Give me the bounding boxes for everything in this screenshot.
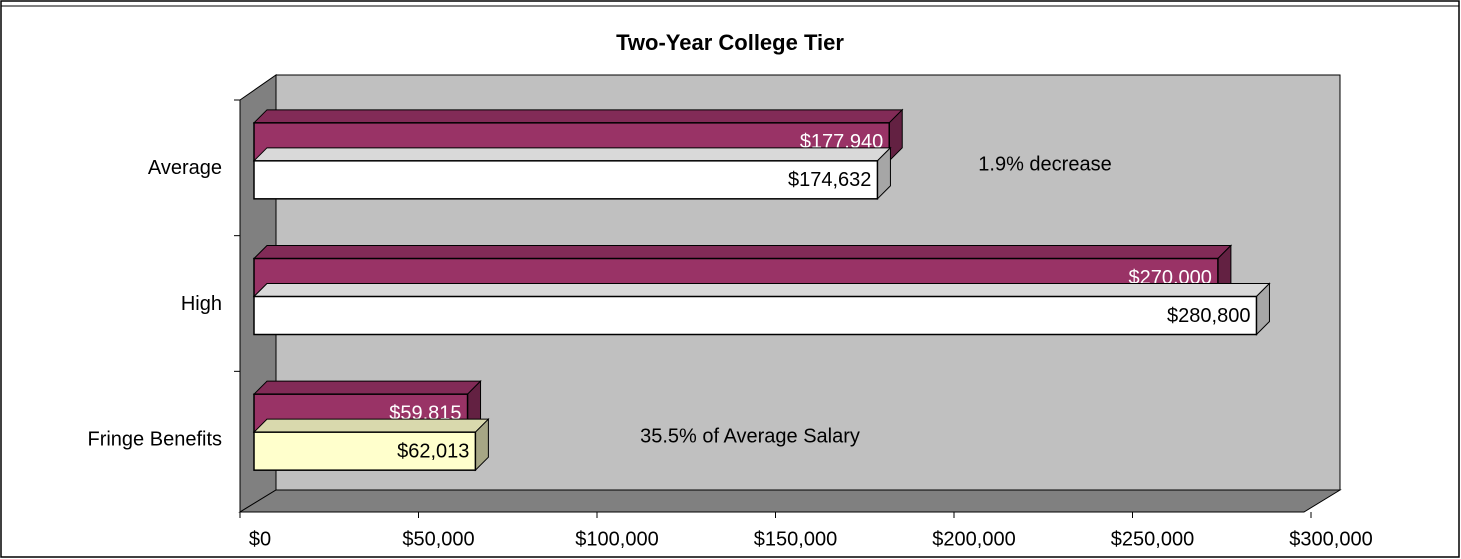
- data-label: $62,013: [397, 440, 469, 462]
- annotation: 1.9% decrease: [978, 153, 1111, 175]
- x-tick-label: $300,000: [1289, 528, 1372, 550]
- x-tick-label: $150,000: [754, 528, 837, 550]
- bar-top: [252, 380, 482, 395]
- data-label: $174,632: [788, 169, 871, 191]
- data-label: $280,800: [1167, 305, 1250, 327]
- x-tick-label: $100,000: [575, 528, 658, 550]
- x-tick-label: $250,000: [1111, 528, 1194, 550]
- x-tick-label: $50,000: [402, 528, 474, 550]
- bar-top: [252, 109, 904, 124]
- bar: [253, 295, 1258, 336]
- annotation: 35.5% of Average Salary: [640, 425, 860, 447]
- x-tick-label: $0: [249, 528, 271, 550]
- bar-top: [252, 147, 892, 162]
- bar-top: [252, 283, 1271, 297]
- floor: [238, 489, 1342, 513]
- y-tick-label: Average: [148, 157, 222, 179]
- bar-top: [252, 418, 490, 433]
- x-tick-label: $200,000: [932, 528, 1015, 550]
- y-tick-label: High: [181, 293, 222, 315]
- bar: [253, 431, 477, 471]
- bar: [253, 160, 879, 200]
- y-tick-label: Fringe Benefits: [87, 428, 222, 450]
- chart-title: Two-Year College Tier: [616, 30, 844, 55]
- bar-top: [252, 245, 1233, 259]
